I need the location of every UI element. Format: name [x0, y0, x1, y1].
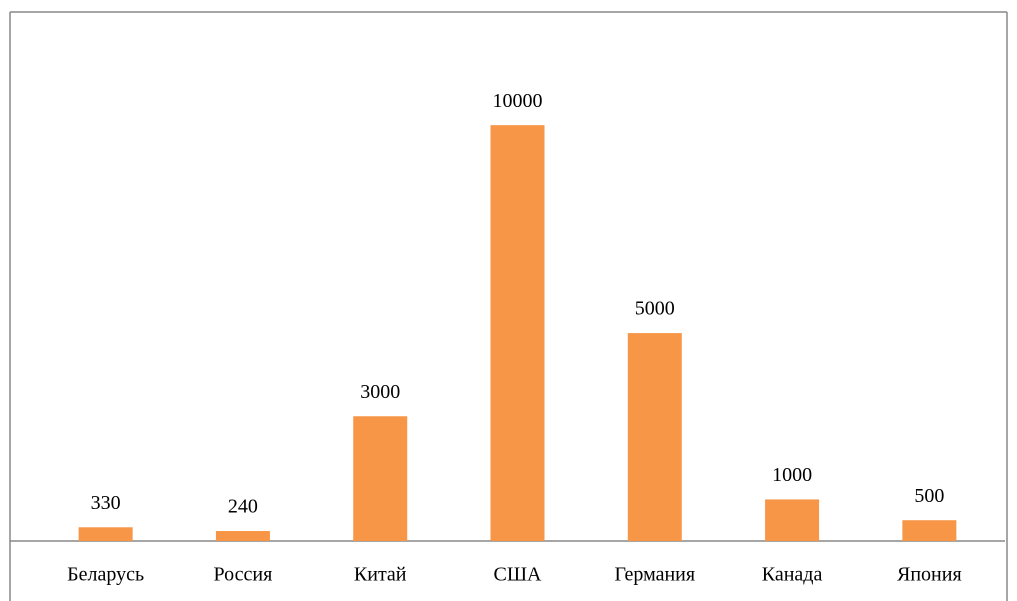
bar [490, 125, 545, 542]
data-label: 3000 [360, 381, 400, 403]
x-tick-label: Китай [354, 564, 407, 586]
x-tick-label: США [494, 564, 543, 586]
bar [215, 531, 270, 541]
x-tick-label: Канада [762, 564, 823, 586]
data-label: 500 [914, 485, 944, 507]
bar [627, 333, 682, 541]
data-label: 330 [91, 492, 121, 514]
bar [765, 499, 820, 541]
data-label: 1000 [772, 464, 812, 486]
bar [902, 520, 957, 541]
x-tick-label: Германия [614, 564, 695, 586]
data-label: 10000 [493, 90, 543, 112]
bar [353, 416, 408, 541]
x-tick-label: Россия [214, 564, 273, 586]
x-tick-label: Беларусь [67, 564, 144, 586]
x-tick-label: Япония [897, 564, 962, 586]
bar [78, 527, 133, 541]
data-label: 240 [228, 496, 258, 518]
data-label: 5000 [635, 298, 675, 320]
